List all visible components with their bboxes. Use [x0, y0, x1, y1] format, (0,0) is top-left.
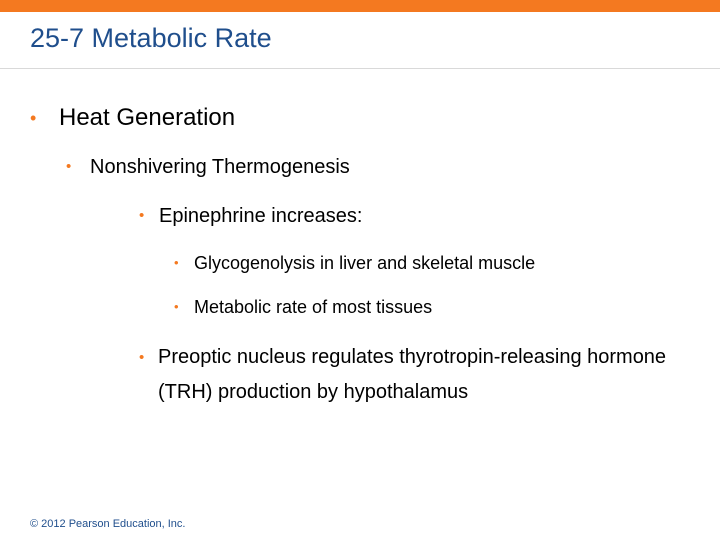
bullet-icon: •	[139, 349, 145, 366]
bullet-item-heat-generation: • Heat Generation	[30, 102, 235, 134]
bullet-text: Epinephrine increases:	[159, 205, 363, 227]
bullet-icon: •	[66, 158, 72, 175]
bullet-text: Nonshivering Thermogenesis	[90, 156, 350, 178]
bullet-icon: •	[30, 108, 37, 128]
bullet-text: Preoptic nucleus regulates thyrotropin-r…	[158, 346, 667, 403]
bullet-icon: •	[174, 299, 179, 314]
bullet-item-metabolic-rate: • Metabolic rate of most tissues	[174, 294, 432, 320]
bullet-text: Heat Generation	[59, 104, 236, 131]
top-accent-bar	[0, 0, 720, 12]
bullet-item-nonshivering-thermogenesis: • Nonshivering Thermogenesis	[66, 153, 350, 181]
copyright-footer: © 2012 Pearson Education, Inc.	[30, 518, 186, 530]
bullet-text: Metabolic rate of most tissues	[194, 297, 433, 317]
bullet-icon: •	[139, 207, 145, 224]
title-divider	[0, 68, 720, 69]
bullet-item-preoptic-nucleus: • Preoptic nucleus regulates thyrotropin…	[139, 340, 679, 410]
bullet-item-epinephrine: • Epinephrine increases:	[139, 202, 362, 230]
slide-title: 25-7 Metabolic Rate	[30, 23, 272, 53]
bullet-icon: •	[174, 255, 179, 270]
bullet-item-glycogenolysis: • Glycogenolysis in liver and skeletal m…	[174, 250, 535, 276]
bullet-text: Glycogenolysis in liver and skeletal mus…	[194, 253, 536, 273]
